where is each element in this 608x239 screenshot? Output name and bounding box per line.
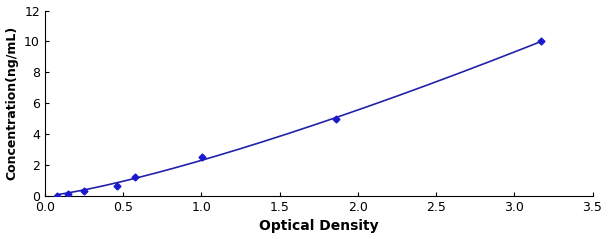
X-axis label: Optical Density: Optical Density [259,219,379,234]
Y-axis label: Concentration(ng/mL): Concentration(ng/mL) [5,26,19,180]
